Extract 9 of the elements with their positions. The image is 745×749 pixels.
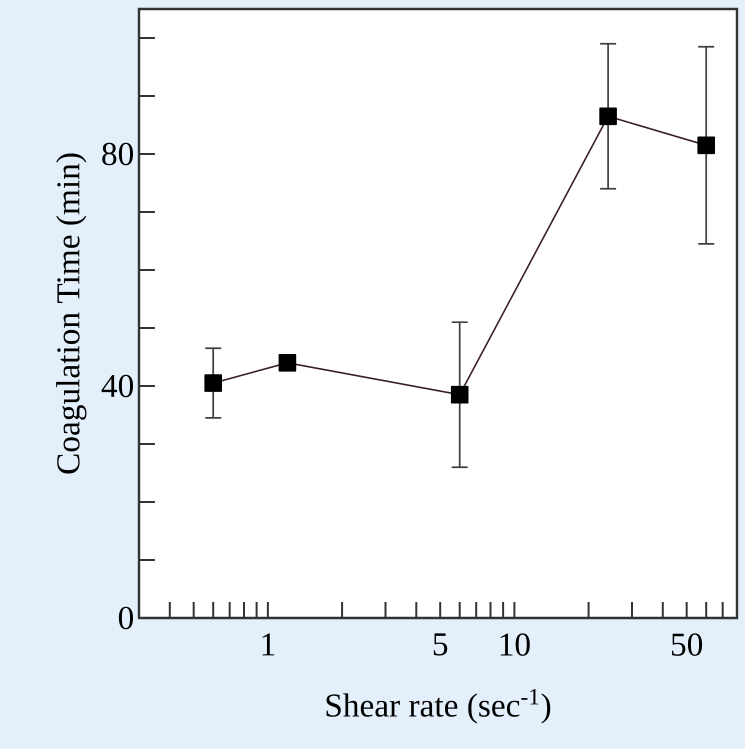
y-tick-label: 80: [102, 142, 134, 166]
y-tick-label: 40: [102, 374, 134, 398]
x-axis-title: Shear rate (sec$^{-1}$): [326, 689, 550, 724]
x-tick-label: 5: [434, 633, 448, 656]
y-tick-label: 0: [118, 606, 134, 630]
x-tick-label: 1: [262, 633, 274, 656]
y-axis-title: Coagulation Time (min): [56, 154, 86, 474]
x-tick-label: 10: [500, 633, 530, 656]
x-tick-label: 50: [672, 633, 702, 656]
